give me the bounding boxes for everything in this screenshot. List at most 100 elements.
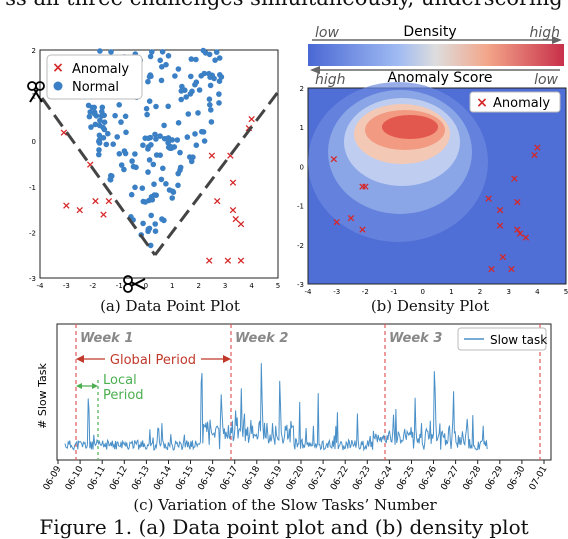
normal-point [187, 91, 194, 97]
y-tick-label: -1 [29, 184, 36, 192]
date-tick-label: 06-18 [241, 464, 263, 492]
x-tick-label: 3 [506, 288, 510, 296]
scissors-icon [27, 81, 45, 103]
normal-point [169, 137, 175, 143]
x-tick-label: 0 [144, 282, 148, 290]
normal-point [86, 113, 93, 120]
x-tick-label: -4 [305, 288, 313, 296]
anomaly-point: × [91, 195, 100, 208]
normal-point [98, 113, 105, 119]
anomaly-point: × [346, 211, 355, 224]
normal-point [177, 164, 184, 171]
normal-point [96, 132, 103, 139]
legend-box-b [469, 91, 561, 113]
anomaly-point: × [231, 213, 240, 226]
anomaly-point: × [484, 192, 493, 205]
y-tick-label: 2 [32, 47, 36, 55]
normal-point [160, 165, 166, 172]
anomaly-point: × [236, 217, 245, 230]
anomaly-point: × [332, 215, 341, 228]
normal-point [129, 158, 135, 164]
normal-point [96, 147, 102, 153]
anomaly-point: × [521, 231, 530, 244]
normal-point [175, 170, 181, 177]
anomaly-point: × [62, 199, 71, 212]
normal-point [140, 142, 146, 148]
normal-point [201, 70, 208, 77]
anomaly-point: × [513, 196, 522, 209]
anomaly-point: × [86, 158, 95, 171]
date-tick-label: 06-12 [108, 465, 130, 493]
date-tick-label: 06-24 [373, 464, 395, 492]
normal-point [207, 82, 214, 89]
normal-point [157, 133, 163, 139]
x-tick-label: 4 [535, 288, 540, 296]
anomaly-point: × [487, 262, 496, 275]
normal-point [216, 55, 223, 61]
x-tick-label: 0 [420, 288, 424, 296]
anomaly-point: × [513, 223, 522, 236]
anomaly-high: high [315, 72, 346, 88]
caption-b: (b) Density Plot [370, 297, 490, 315]
y-axis-label: # Slow Task [36, 363, 49, 429]
normal-point [193, 142, 200, 148]
normal-point [142, 199, 149, 205]
normal-point [152, 131, 158, 138]
x-tick-label: 4 [249, 282, 254, 290]
anomaly-point: × [510, 172, 519, 185]
normal-point [118, 162, 125, 168]
week-2-label: Week 2 [235, 331, 288, 346]
anomaly-point: × [495, 204, 504, 217]
normal-point [196, 87, 203, 93]
legend-anomaly-marker-b: × [476, 95, 488, 111]
x-tick-label: -2 [362, 288, 369, 296]
date-tick-label: 06-29 [484, 464, 506, 492]
normal-point [190, 154, 196, 160]
normal-point [110, 141, 116, 147]
normal-point [145, 146, 151, 152]
normal-point [114, 134, 120, 140]
x-tick-label: 3 [223, 282, 227, 290]
normal-point [183, 94, 189, 100]
normal-point [101, 119, 108, 125]
normal-point [158, 77, 165, 84]
legend-normal-marker [53, 81, 63, 91]
normal-point [178, 96, 184, 103]
normal-point [153, 136, 159, 142]
plot-a-frame [39, 49, 279, 279]
normal-point [188, 158, 195, 165]
normal-point [216, 100, 222, 106]
normal-point [161, 122, 167, 129]
anomaly-point: × [75, 204, 84, 217]
normal-point [97, 117, 103, 124]
normal-point [193, 56, 199, 63]
normal-point [216, 78, 223, 84]
x-tick-label: -1 [116, 282, 123, 290]
normal-point [145, 226, 152, 232]
top-text: ss all three challenges simultaneously, … [0, 0, 568, 14]
normal-point [149, 49, 155, 55]
legend-box [46, 54, 143, 100]
x-tick-label: -1 [391, 288, 398, 296]
normal-point [118, 119, 124, 125]
date-tick-label: 06-13 [130, 465, 152, 493]
slow-task-chart: # Slow Task Week 1 Week 2 Week 3 Global … [36, 323, 552, 493]
date-tick-label: 07-01 [528, 465, 550, 493]
caption-c: (c) Variation of the Slow Tasks’ Number [133, 496, 437, 514]
anomaly-point: × [104, 195, 113, 208]
date-tick-label: 06-17 [219, 465, 241, 493]
y-tick-label: -1 [297, 203, 304, 211]
anomaly-point: × [498, 251, 507, 264]
anomaly-point: × [358, 223, 367, 236]
normal-point [92, 121, 99, 128]
normal-point [96, 138, 102, 145]
normal-point [206, 96, 213, 102]
normal-point [207, 74, 213, 80]
global-period-label: Global Period [110, 353, 196, 368]
date-tick-label: 06-10 [64, 464, 86, 492]
normal-point [99, 108, 105, 115]
date-tick-label: 06-19 [263, 464, 285, 492]
legend-anomaly-marker: × [52, 60, 64, 76]
anomaly-point: × [223, 254, 232, 267]
normal-point [130, 163, 137, 170]
